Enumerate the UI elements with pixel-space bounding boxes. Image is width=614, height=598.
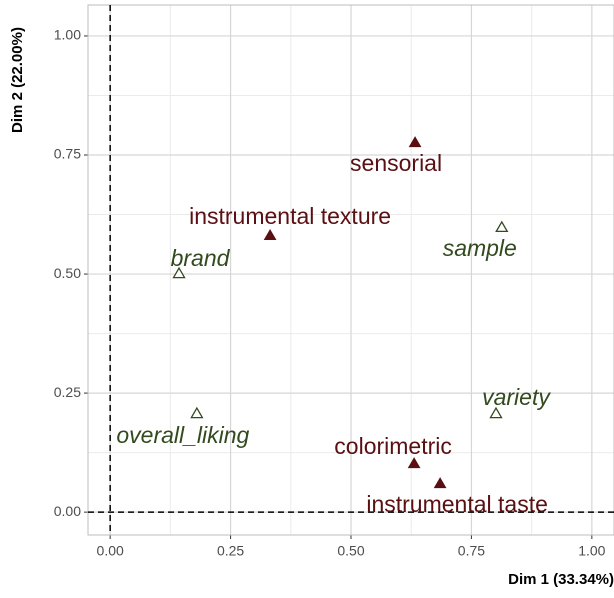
point-label: variety <box>482 384 551 410</box>
y-axis-title: Dim 2 (22.00%) <box>9 27 26 133</box>
plot-border <box>87 4 614 536</box>
y-tick-label: 1.00 <box>54 27 81 43</box>
point <box>263 229 277 240</box>
x-tick-label: 0.25 <box>217 543 244 559</box>
point <box>407 457 421 469</box>
point <box>408 136 422 148</box>
point <box>489 406 503 419</box>
y-tick-label: 0.50 <box>54 265 81 281</box>
point-label: sensorial <box>350 150 442 176</box>
point-label: instrumental texture <box>189 203 391 229</box>
point <box>433 477 447 489</box>
point <box>495 220 509 233</box>
x-tick-label: 1.00 <box>578 543 605 559</box>
point <box>172 266 186 279</box>
point-label: colorimetric <box>334 433 452 459</box>
x-tick-label: 0.75 <box>458 543 485 559</box>
point-label: overall_liking <box>116 422 249 448</box>
x-axis-title: Dim 1 (33.34%) <box>508 571 614 588</box>
x-tick-label: 0.00 <box>97 543 124 559</box>
point-label: brand <box>171 245 231 271</box>
y-tick-label: 0.75 <box>54 146 81 162</box>
point-label: sample <box>443 235 517 261</box>
x-tick-label: 0.50 <box>337 543 364 559</box>
point-label: instrumental taste <box>366 491 548 517</box>
y-tick-label: 0.25 <box>54 384 81 400</box>
y-tick-label: 0.00 <box>54 503 81 519</box>
point <box>190 406 204 419</box>
